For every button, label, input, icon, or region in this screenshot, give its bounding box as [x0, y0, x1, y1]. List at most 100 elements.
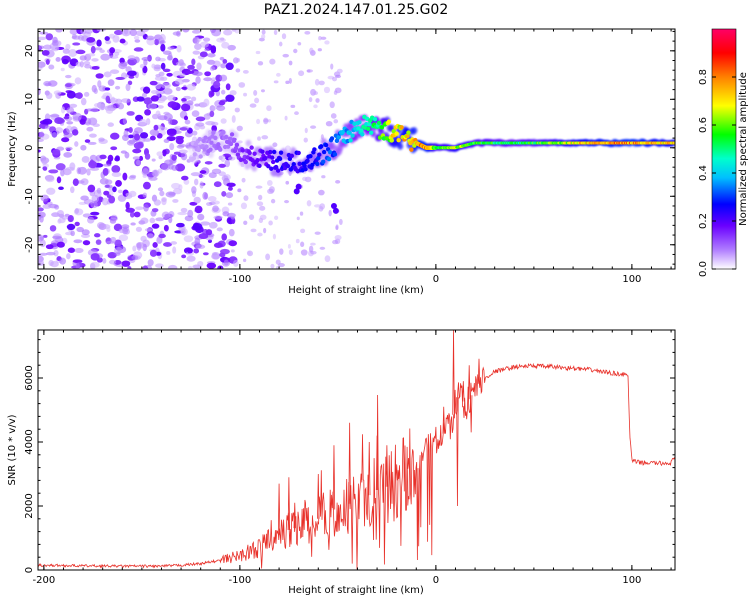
ridge-cell — [229, 132, 235, 137]
noise-blob — [147, 103, 158, 110]
noise-blob — [167, 101, 178, 108]
noise-blob — [227, 44, 236, 51]
spectrogram-y-label: Frequency (Hz) — [7, 111, 18, 187]
noise-blob — [38, 149, 41, 153]
colorbar: 0.0 0.2 0.4 0.6 0.8 Normalized spectral ampl… — [698, 28, 749, 277]
noise-blob — [167, 46, 175, 50]
noise-blob — [168, 216, 173, 224]
noise-blob — [52, 235, 62, 239]
noise-blob — [197, 213, 205, 221]
noise-blob — [195, 116, 206, 122]
ridge-cell — [271, 159, 276, 165]
noise-blob — [151, 158, 156, 162]
noise-blob — [141, 92, 147, 98]
noise-blob — [39, 215, 44, 223]
noise-blob — [65, 74, 72, 79]
noise-blob — [57, 219, 62, 224]
noise-blob — [233, 259, 239, 267]
noise-blob — [324, 40, 330, 45]
noise-blob — [110, 214, 118, 220]
noise-blob — [149, 217, 156, 224]
noise-blob — [117, 189, 123, 194]
ridge-cell — [266, 163, 271, 169]
noise-blob — [142, 181, 151, 190]
noise-blob — [72, 112, 82, 121]
y-tick-label: 20 — [24, 44, 35, 57]
noise-blob — [124, 151, 130, 159]
noise-blob — [321, 175, 326, 179]
noise-blob — [176, 222, 185, 228]
noise-blob — [181, 254, 187, 259]
noise-blob — [89, 167, 100, 171]
noise-blob — [310, 125, 317, 129]
noise-blob — [175, 137, 184, 145]
ridge-cell — [405, 133, 410, 139]
noise-blob — [69, 103, 78, 108]
noise-blob — [39, 252, 48, 256]
noise-blob — [304, 31, 311, 35]
noise-blob — [146, 233, 154, 239]
noise-blob — [171, 182, 181, 190]
noise-blob — [41, 159, 48, 165]
ridge-cell — [243, 159, 248, 165]
noise-blob — [108, 33, 116, 39]
noise-blob — [203, 37, 211, 42]
noise-blob — [175, 163, 186, 172]
noise-blob — [156, 151, 163, 157]
noise-blob — [38, 36, 47, 41]
noise-blob — [123, 129, 129, 138]
noise-blob — [93, 233, 101, 238]
noise-blob — [147, 259, 154, 267]
noise-blob — [206, 262, 217, 269]
noise-blob — [82, 240, 91, 246]
noise-blob — [90, 261, 100, 268]
noise-blob — [324, 255, 331, 263]
noise-blob — [60, 106, 66, 114]
noise-blob — [163, 111, 170, 115]
ridge-cell — [234, 142, 240, 148]
noise-blob — [140, 217, 149, 224]
noise-blob — [177, 211, 188, 216]
ridge-cell — [296, 150, 301, 156]
noise-blob — [269, 58, 276, 65]
noise-blob — [263, 117, 269, 125]
ridge-cell — [269, 166, 274, 171]
noise-blob — [319, 246, 326, 250]
ridge-cell — [386, 119, 392, 124]
ridge-cell — [295, 183, 302, 190]
noise-blob — [115, 98, 122, 105]
noise-blob — [168, 211, 175, 218]
snr-spike — [287, 477, 291, 531]
noise-blob — [151, 63, 156, 69]
noise-blob — [212, 205, 219, 212]
ridge-cell — [366, 126, 371, 131]
noise-blob — [87, 53, 96, 57]
snr-spike — [477, 358, 481, 384]
noise-blob — [246, 250, 251, 256]
noise-blob — [122, 172, 128, 181]
noise-blob — [284, 199, 290, 204]
noise-blob — [100, 53, 111, 61]
noise-blob — [193, 248, 200, 254]
ridge-cell — [200, 143, 205, 149]
snr-spike — [348, 422, 351, 504]
noise-blob — [145, 118, 151, 125]
noise-blob — [302, 176, 308, 182]
ridge-cell — [406, 130, 411, 135]
noise-blob — [159, 190, 165, 197]
ridge-cell — [367, 121, 372, 127]
noise-blob — [213, 181, 222, 188]
noise-blob — [103, 71, 112, 78]
figure-title: PAZ1.2024.147.01.25.G02 — [263, 2, 449, 18]
noise-blob — [43, 234, 48, 238]
noise-blob — [261, 29, 266, 35]
noise-blob — [83, 91, 90, 97]
noise-blob — [194, 43, 202, 51]
ridge-cell — [255, 157, 260, 163]
noise-blob — [157, 187, 164, 192]
noise-blob — [85, 108, 94, 112]
noise-blob — [114, 51, 120, 57]
noise-blob — [323, 86, 331, 94]
noise-blob — [185, 70, 195, 75]
noise-blob — [221, 89, 226, 95]
